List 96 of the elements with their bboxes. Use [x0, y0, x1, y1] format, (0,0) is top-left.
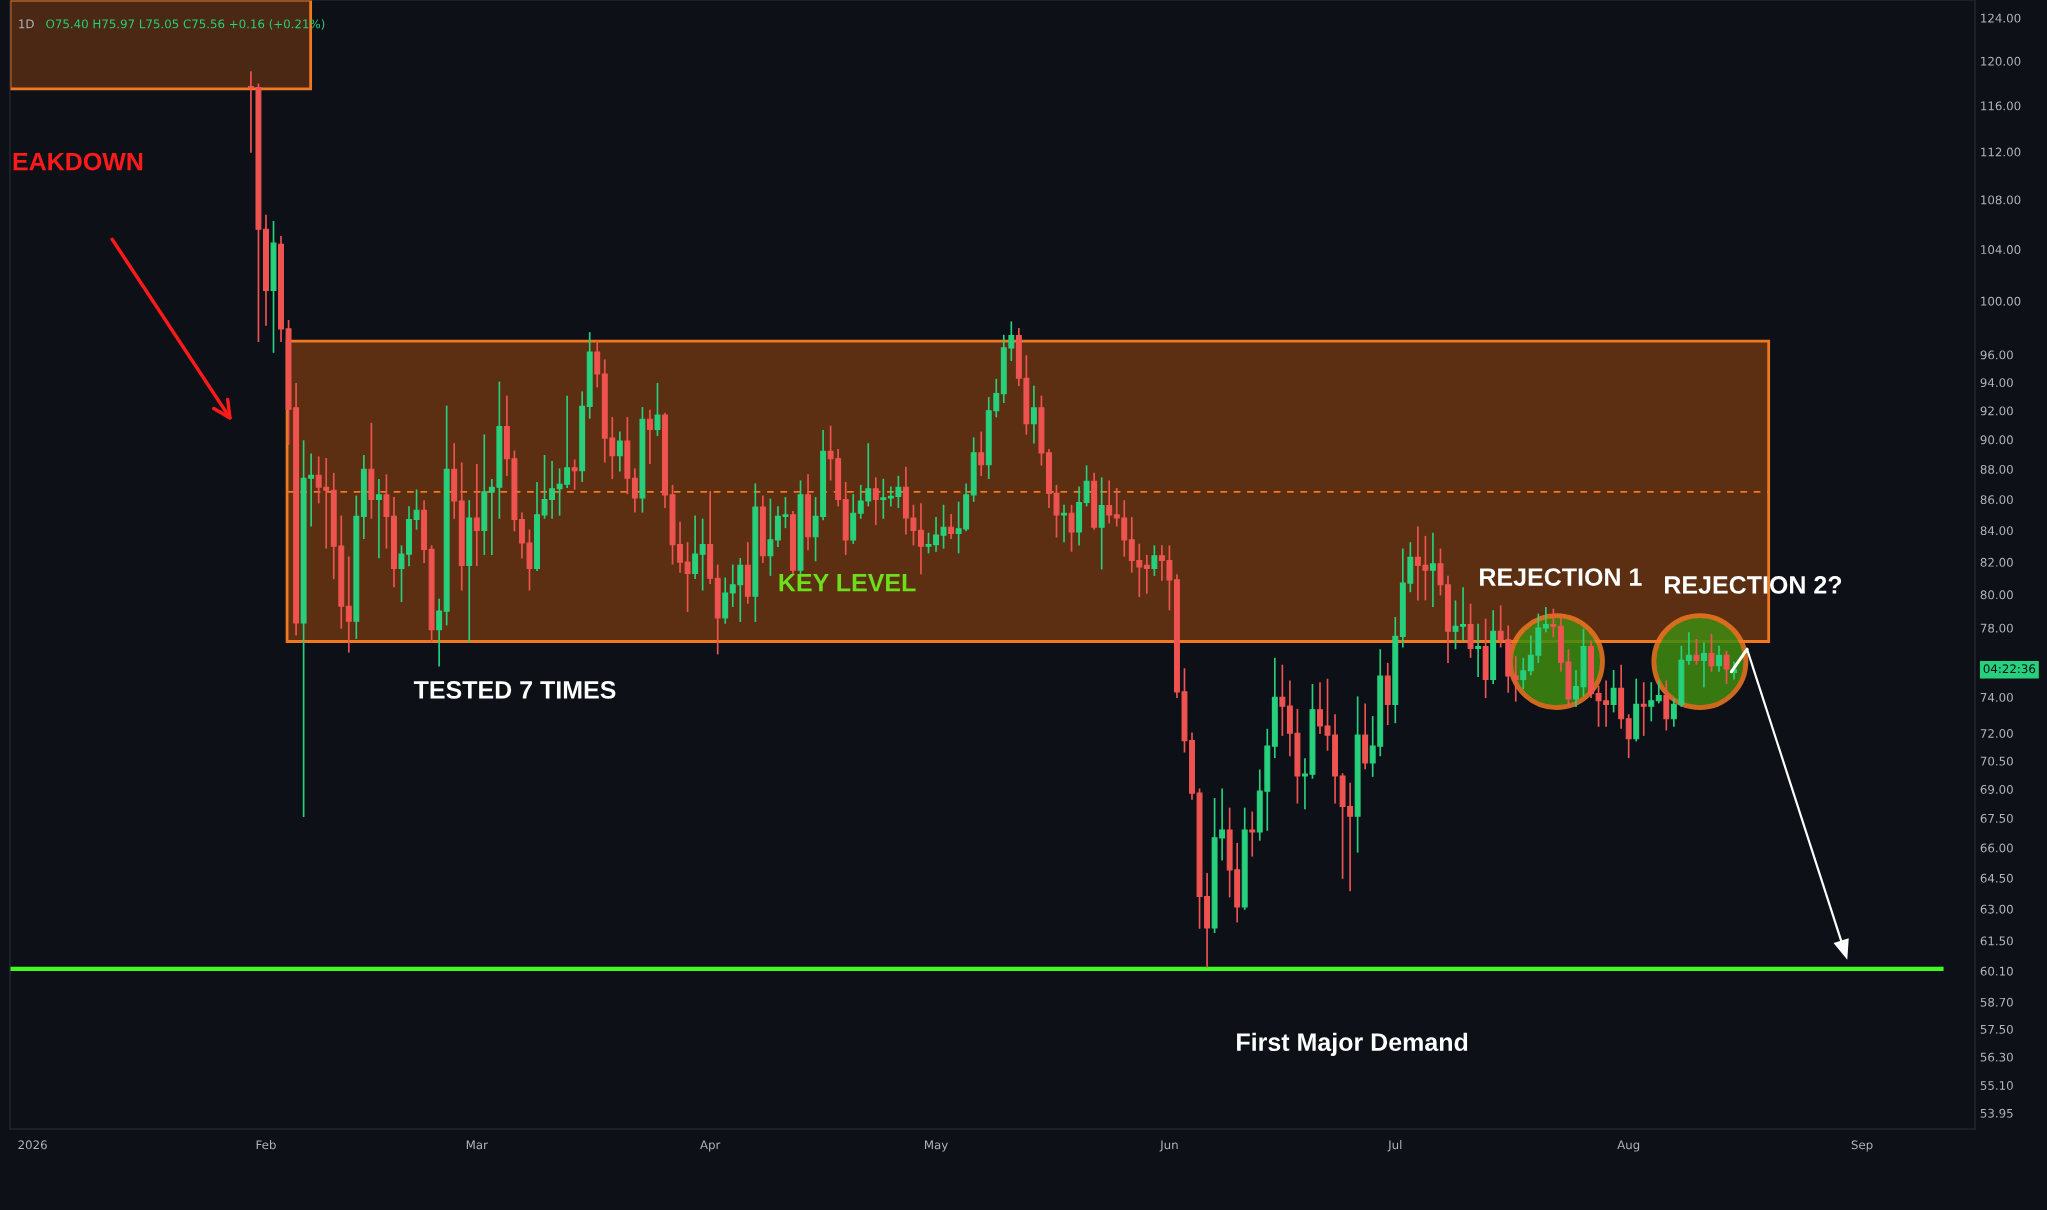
y-tick-label: 56.30: [1980, 1052, 2013, 1062]
y-tick-label: 63.00: [1980, 904, 2013, 914]
candlestick: [1279, 664, 1286, 736]
candlestick: [1068, 504, 1075, 552]
y-tick-label: 72.00: [1980, 728, 2013, 738]
candlestick: [880, 478, 887, 519]
candlestick: [1640, 682, 1647, 736]
y-tick-label: 96.00: [1980, 350, 2013, 360]
y-tick-label: 84.00: [1980, 526, 2013, 536]
candlestick: [1550, 608, 1557, 638]
y-tick-label: 94.00: [1980, 378, 2013, 388]
x-tick-label: Aug: [1617, 1140, 1640, 1152]
y-tick-label: 61.50: [1980, 936, 2013, 946]
candlestick: [1520, 657, 1527, 690]
candlestick: [345, 556, 352, 653]
candlestick: [1723, 650, 1730, 684]
candlestick: [1663, 680, 1670, 731]
y-tick-label: 88.00: [1980, 464, 2013, 474]
x-tick-label: Mar: [466, 1140, 488, 1150]
candlestick: [872, 477, 879, 526]
candlestick: [692, 515, 699, 580]
y-tick-label: 69.00: [1980, 784, 2013, 794]
y-tick-label: 86.00: [1980, 495, 2013, 505]
candlestick: [1685, 632, 1692, 665]
y-tick-label: 100.00: [1981, 296, 2021, 306]
candlestick: [473, 463, 480, 567]
y-tick-label: 74.00: [1980, 692, 2013, 702]
candlestick: [616, 431, 623, 472]
y-tick-label: 108.00: [1981, 195, 2021, 205]
y-tick-label: 80.00: [1980, 590, 2013, 600]
x-tick-label: Feb: [256, 1140, 276, 1150]
candlestick: [1648, 682, 1655, 722]
y-tick-label: 67.50: [1980, 813, 2013, 823]
x-tick-label: Jun: [1159, 1140, 1178, 1152]
y-tick-label: 116.00: [1981, 101, 2021, 111]
y-tick-label: 78.00: [1980, 623, 2013, 633]
y-tick-label: 104.00: [1981, 245, 2021, 255]
y-tick-label: 64.50: [1980, 873, 2013, 883]
candlestick: [1708, 633, 1715, 672]
candlestick: [1429, 532, 1436, 608]
annotation: REJECTION 1: [1480, 568, 1642, 586]
y-tick-label: 58.70: [1980, 997, 2013, 1007]
y-tick-label: 70.50: [1980, 756, 2013, 766]
y-tick-label: 124.00: [1981, 13, 2021, 23]
candlestick: [1655, 680, 1662, 704]
candlestick: [1249, 811, 1256, 857]
candlestick: [684, 542, 691, 613]
text: 1D: [19, 19, 34, 29]
x-tick-label: Sep: [1851, 1140, 1873, 1152]
candlestick: [1151, 545, 1158, 576]
candlestick: [1083, 465, 1090, 507]
candlestick: [1625, 714, 1632, 759]
candlestick: [383, 474, 390, 549]
candlestick: [1030, 385, 1037, 444]
y-tick-label: 66.00: [1980, 843, 2013, 853]
y-tick-label: 82.00: [1980, 557, 2013, 567]
candlestick: [948, 514, 955, 540]
x-tick-label: Jul: [1387, 1140, 1402, 1152]
candlestick: [1693, 638, 1700, 665]
candlestick: [1716, 645, 1722, 672]
candlestick: [699, 518, 706, 591]
candlestick: [1475, 623, 1482, 677]
candlestick: [1701, 642, 1707, 688]
candlestick: [654, 382, 661, 437]
y-tick-label: 53.95: [1980, 1108, 2013, 1118]
x-tick-label: Apr: [700, 1140, 721, 1152]
candlestick: [646, 409, 653, 465]
candlestick: [375, 478, 382, 559]
x-tick-label: 2026: [18, 1140, 47, 1150]
candlestick: [631, 468, 638, 513]
candlestick: [1610, 669, 1617, 713]
x-tick-label: May: [924, 1140, 948, 1152]
annotation: EAKDOWN: [13, 152, 143, 171]
candlestick: [767, 498, 774, 576]
y-tick-label: 60.10: [1980, 966, 2013, 976]
candlestick: [1143, 554, 1150, 594]
candlestick: [571, 459, 578, 490]
y-tick-label: 57.50: [1980, 1024, 2013, 1034]
candlestick: [436, 598, 443, 667]
candlestick: [940, 504, 947, 549]
candlestick: [1106, 480, 1113, 524]
candlestick: [1542, 607, 1549, 633]
annotation: TESTED 7 TIMES: [413, 681, 616, 699]
candlestick: [1467, 603, 1474, 658]
y-tick-label: 55.10: [1980, 1081, 2013, 1090]
y-tick-label: 92.00: [1980, 406, 2013, 416]
text: 04:22:36: [1983, 664, 2036, 674]
annotation: KEY LEVEL: [779, 574, 916, 592]
y-tick-label: 120.00: [1981, 56, 2021, 66]
candlestick: [1512, 656, 1519, 702]
candlestick: [1098, 477, 1105, 570]
y-tick-label: 112.00: [1981, 147, 2021, 157]
candlestick: [978, 431, 985, 477]
annotation: First Major Demand: [1237, 1032, 1468, 1056]
candlestick: [594, 340, 601, 388]
y-tick-label: 90.00: [1980, 435, 2013, 445]
